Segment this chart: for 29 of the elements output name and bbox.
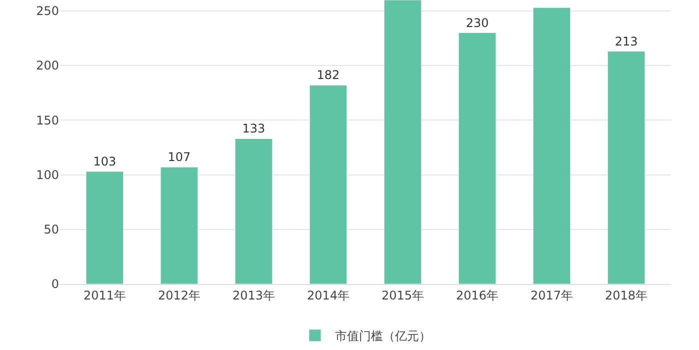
y-tick-label: 250 <box>36 4 59 18</box>
bar <box>384 0 422 284</box>
legend-label: 市值门槛（亿元） <box>335 329 431 344</box>
x-tick-label: 2014年 <box>306 288 350 302</box>
x-tick-label: 2017年 <box>530 288 574 302</box>
bar <box>86 171 124 284</box>
bar <box>607 51 646 284</box>
y-tick-label: 200 <box>36 58 59 73</box>
x-tick-label: 2011年 <box>83 288 126 302</box>
x-tick-label: 2015年 <box>381 288 424 302</box>
x-tick-label: 2012年 <box>158 288 200 302</box>
data-label: 107 <box>168 150 191 164</box>
y-tick-label: 0 <box>51 277 59 292</box>
bar <box>234 138 273 284</box>
bar <box>309 84 348 284</box>
bar <box>532 7 571 284</box>
data-label: 182 <box>316 68 340 82</box>
bar <box>160 166 198 284</box>
x-tick-label: 2016年 <box>456 288 499 302</box>
x-tick-label: 2018年 <box>605 288 648 302</box>
bar <box>458 32 496 284</box>
data-label: 133 <box>242 122 266 136</box>
y-tick-label: 150 <box>36 113 59 128</box>
data-label: 230 <box>466 16 489 30</box>
data-label: 213 <box>614 34 638 48</box>
y-tick-label: 50 <box>44 222 59 237</box>
y-tick-label: 100 <box>36 168 59 182</box>
data-label: 103 <box>93 154 116 168</box>
x-tick-label: 2013年 <box>232 288 276 302</box>
